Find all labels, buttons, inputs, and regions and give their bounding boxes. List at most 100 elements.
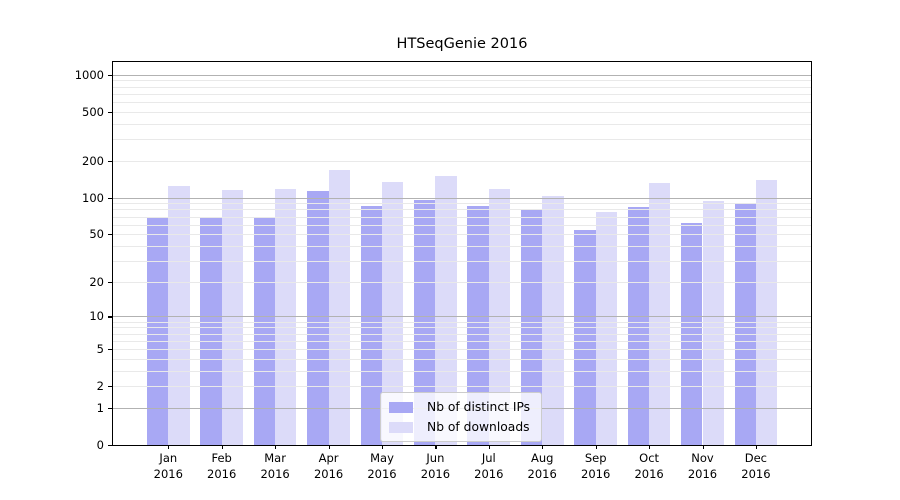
gridline-minor-80 xyxy=(113,209,811,211)
gridline-minor-9 xyxy=(113,321,811,323)
x-tick-mark-oct xyxy=(649,445,651,449)
gridline-minor-60 xyxy=(113,224,811,226)
gridline-major-1000 xyxy=(113,74,811,76)
gridline-major-10 xyxy=(113,316,811,318)
gridline-minor-70 xyxy=(113,216,811,218)
x-tick-month: Mar xyxy=(264,451,286,465)
y-tick-mark-200 xyxy=(108,160,113,162)
x-tick-label-may: May 2016 xyxy=(355,451,409,482)
legend-label-distinct-ips: Nb of distinct IPs xyxy=(427,400,531,414)
plot-area: Nb of distinct IPs Nb of downloads xyxy=(112,61,812,446)
x-tick-mark-nov xyxy=(702,445,704,449)
x-tick-year: 2016 xyxy=(474,466,504,481)
x-tick-mark-feb xyxy=(221,445,223,449)
x-tick-label-jun: Jun 2016 xyxy=(408,451,462,482)
bar-nov-downloads xyxy=(702,201,724,445)
gridline-minor-50 xyxy=(113,234,811,236)
bar-jul-distinct-ips xyxy=(467,206,489,445)
y-tick-mark-2 xyxy=(108,386,113,388)
x-tick-year: 2016 xyxy=(207,466,237,481)
gridline-minor-600 xyxy=(113,101,811,103)
x-tick-month: Dec xyxy=(744,451,768,465)
x-tick-month: Apr xyxy=(318,451,339,465)
legend-item-distinct-ips: Nb of distinct IPs xyxy=(389,400,530,414)
gridline-minor-900 xyxy=(113,80,811,82)
x-tick-year: 2016 xyxy=(634,466,664,481)
x-tick-label-oct: Oct 2016 xyxy=(622,451,676,482)
x-tick-year: 2016 xyxy=(527,466,557,481)
gridline-minor-200 xyxy=(113,160,811,162)
gridline-minor-500 xyxy=(113,111,811,113)
y-tick-label-2: 2 xyxy=(96,379,104,394)
bar-jan-downloads xyxy=(168,185,190,445)
grid-layer xyxy=(113,62,811,445)
gridline-minor-800 xyxy=(113,86,811,88)
y-tick-label-100: 100 xyxy=(82,190,104,205)
bar-mar-distinct-ips xyxy=(253,216,276,445)
x-tick-mark-jun xyxy=(435,445,437,449)
gridline-minor-4 xyxy=(113,358,811,360)
y-tick-label-10: 10 xyxy=(89,309,104,324)
x-tick-year: 2016 xyxy=(420,466,451,481)
chart-title: HTSeqGenie 2016 xyxy=(396,36,528,52)
x-tick-year: 2016 xyxy=(687,466,718,481)
x-tick-mark-jul xyxy=(488,445,490,449)
gridline-minor-8 xyxy=(113,327,811,329)
x-tick-year: 2016 xyxy=(741,466,771,481)
x-tick-label-jan: Jan 2016 xyxy=(141,451,195,482)
bar-may-distinct-ips xyxy=(360,205,382,445)
bar-apr-downloads xyxy=(328,170,350,445)
legend-item-downloads: Nb of downloads xyxy=(389,420,530,434)
x-tick-mark-may xyxy=(382,445,384,449)
gridline-minor-400 xyxy=(113,123,811,125)
y-tick-mark-1 xyxy=(108,407,113,409)
y-tick-label-500: 500 xyxy=(82,104,104,119)
y-tick-mark-1000 xyxy=(108,74,113,76)
x-tick-year: 2016 xyxy=(153,466,183,481)
x-tick-mark-dec xyxy=(755,445,758,449)
legend-swatch-downloads xyxy=(389,421,413,433)
x-tick-label-dec: Dec 2016 xyxy=(729,451,783,482)
y-tick-label-20: 20 xyxy=(89,274,104,289)
legend-label-downloads: Nb of downloads xyxy=(427,420,530,434)
x-tick-month: Jul xyxy=(481,451,496,465)
x-tick-year: 2016 xyxy=(260,466,290,481)
y-tick-label-0: 0 xyxy=(96,438,104,452)
gridline-minor-5 xyxy=(113,348,811,350)
x-tick-label-feb: Feb 2016 xyxy=(195,451,249,482)
gridline-minor-7 xyxy=(113,333,811,335)
x-tick-label-jul: Jul 2016 xyxy=(462,451,516,482)
gridline-minor-2 xyxy=(113,386,811,388)
bar-dec-distinct-ips xyxy=(734,204,756,445)
y-tick-mark-50 xyxy=(108,234,113,236)
x-tick-month: Feb xyxy=(211,451,232,465)
x-tick-month: Nov xyxy=(691,451,714,465)
y-tick-mark-100 xyxy=(108,197,113,199)
x-tick-label-nov: Nov 2016 xyxy=(676,451,730,482)
y-tick-mark-500 xyxy=(108,111,113,113)
y-tick-label-5: 5 xyxy=(96,341,104,356)
y-tick-mark-20 xyxy=(108,281,113,283)
x-tick-month: Sep xyxy=(584,451,607,465)
gridline-minor-20 xyxy=(113,281,811,283)
x-tick-mark-apr xyxy=(328,445,330,449)
gridline-minor-3 xyxy=(113,370,811,372)
x-tick-label-aug: Aug 2016 xyxy=(515,451,569,482)
x-tick-year: 2016 xyxy=(367,466,397,481)
gridline-minor-90 xyxy=(113,203,811,205)
x-tick-month: Jun xyxy=(426,451,445,465)
bar-may-downloads xyxy=(382,182,404,445)
legend-swatch-distinct-ips xyxy=(389,401,413,413)
gridline-major-100 xyxy=(113,197,811,199)
y-tick-label-1000: 1000 xyxy=(74,67,104,82)
x-tick-mark-mar xyxy=(275,445,277,449)
legend: Nb of distinct IPs Nb of downloads xyxy=(380,392,543,442)
x-tick-mark-sep xyxy=(595,445,597,449)
x-tick-label-mar: Mar 2016 xyxy=(248,451,302,482)
y-tick-mark-0 xyxy=(108,445,113,447)
x-tick-month: Jan xyxy=(159,451,178,465)
bar-jan-distinct-ips xyxy=(146,218,169,445)
y-tick-label-1: 1 xyxy=(96,400,104,415)
y-tick-mark-10 xyxy=(108,316,113,318)
